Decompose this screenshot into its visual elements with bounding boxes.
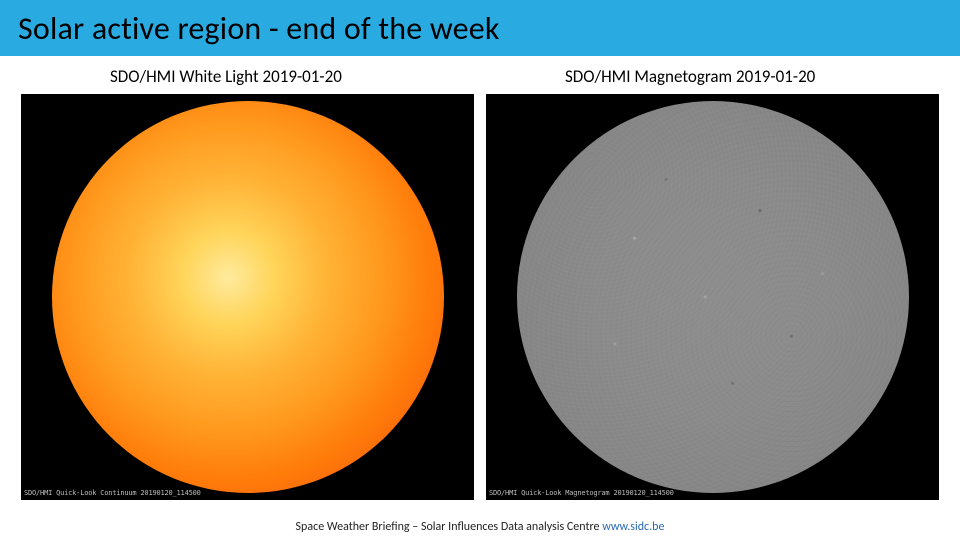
magnetogram-image: SDO/HMI Quick-Look Magnetogram 20190120_… <box>486 94 939 500</box>
magnetogram-grain <box>517 101 909 493</box>
footer-url: www.sidc.be <box>602 520 664 534</box>
white-light-image: SDO/HMI Quick-Look Continuum 20190120_11… <box>21 94 474 500</box>
left-panel-title: SDO/HMI White Light 2019-01-20 <box>110 66 342 87</box>
images-row: SDO/HMI Quick-Look Continuum 20190120_11… <box>21 94 939 502</box>
title-bar: Solar active region - end of the week <box>0 0 960 56</box>
white-light-caption: SDO/HMI Quick-Look Continuum 20190120_11… <box>24 489 201 497</box>
sun-disk-white-light <box>52 101 444 493</box>
footer-text: Space Weather Briefing – Solar Influence… <box>296 520 603 534</box>
magnetogram-caption: SDO/HMI Quick-Look Magnetogram 20190120_… <box>489 489 674 497</box>
slide: Solar active region - end of the week SD… <box>0 0 960 540</box>
sun-disk-magnetogram <box>517 101 909 493</box>
footer: Space Weather Briefing – Solar Influence… <box>0 520 960 534</box>
slide-title: Solar active region - end of the week <box>18 9 500 48</box>
right-panel-title: SDO/HMI Magnetogram 2019-01-20 <box>565 66 815 87</box>
panel-titles-row: SDO/HMI White Light 2019-01-20 SDO/HMI M… <box>0 66 960 94</box>
